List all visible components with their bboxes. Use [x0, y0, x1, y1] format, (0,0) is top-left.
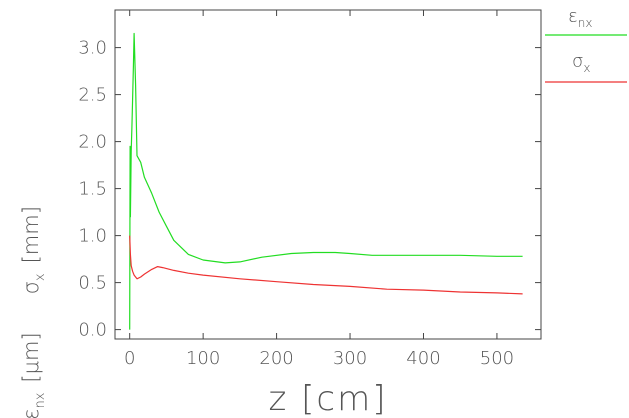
y-tick-label: 1.0	[78, 226, 107, 247]
x-tick-label: 100	[186, 348, 220, 369]
y-label-emittance-unit: [μm]	[19, 332, 43, 382]
plot-frame	[114, 9, 542, 340]
y-label-sigma-symbol: σ	[19, 281, 43, 294]
legend: εnx σx	[545, 6, 627, 83]
x-tick-label: 200	[259, 348, 293, 369]
x-axis-label: z [cm]	[269, 379, 388, 418]
legend-item-sigma: σx	[545, 51, 627, 83]
y-tick-label: 0.0	[78, 320, 107, 341]
legend-sigma-symbol: σ	[572, 51, 583, 72]
legend-emittance-sub: nx	[578, 16, 593, 30]
y-axis-label: εnx [μm] σx [mm]	[19, 206, 48, 418]
legend-item-emittance: εnx	[545, 6, 627, 36]
y-label-sigma-sub: x	[33, 273, 48, 281]
y-tick-label: 1.5	[78, 179, 107, 200]
legend-emittance-symbol: ε	[568, 6, 578, 27]
y-label-emittance-symbol: ε	[19, 409, 43, 418]
svg-text:εnx: εnx	[568, 6, 592, 30]
y-tick-label: 2.5	[78, 85, 107, 106]
x-tick-label: 0	[124, 348, 135, 369]
x-tick-label: 400	[406, 348, 440, 369]
y-tick-label: 3.0	[78, 38, 107, 59]
y-label-sigma-unit: [mm]	[19, 206, 43, 263]
x-tick-label: 300	[333, 348, 367, 369]
y-ticks: 0.0 0.5 1.0 1.5 2.0 2.5 3.0	[78, 38, 541, 341]
series-line-sigma	[129, 235, 523, 295]
series-line-emittance	[129, 32, 523, 330]
y-tick-label: 0.5	[78, 273, 107, 294]
x-ticks: 0 100 200 300 400 500	[124, 10, 514, 369]
x-tick-label: 500	[480, 348, 514, 369]
svg-text:εnx[μm]σx[mm]: εnx [μm] σx [mm]	[19, 206, 48, 418]
svg-text:σx: σx	[572, 51, 591, 75]
y-tick-label: 2.0	[78, 132, 107, 153]
legend-sigma-sub: x	[583, 61, 590, 75]
series-layer	[129, 32, 523, 330]
y-label-emittance-sub: nx	[33, 393, 48, 409]
